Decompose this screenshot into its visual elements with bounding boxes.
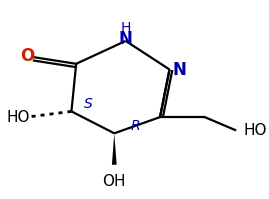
Text: O: O [20,47,35,65]
Text: S: S [84,97,93,111]
Text: N: N [172,60,186,78]
Text: N: N [119,30,133,48]
Text: HO: HO [7,110,30,125]
Text: HO: HO [244,123,267,138]
Polygon shape [112,133,117,165]
Text: OH: OH [102,174,126,189]
Text: H: H [121,21,131,35]
Text: R: R [130,119,140,133]
